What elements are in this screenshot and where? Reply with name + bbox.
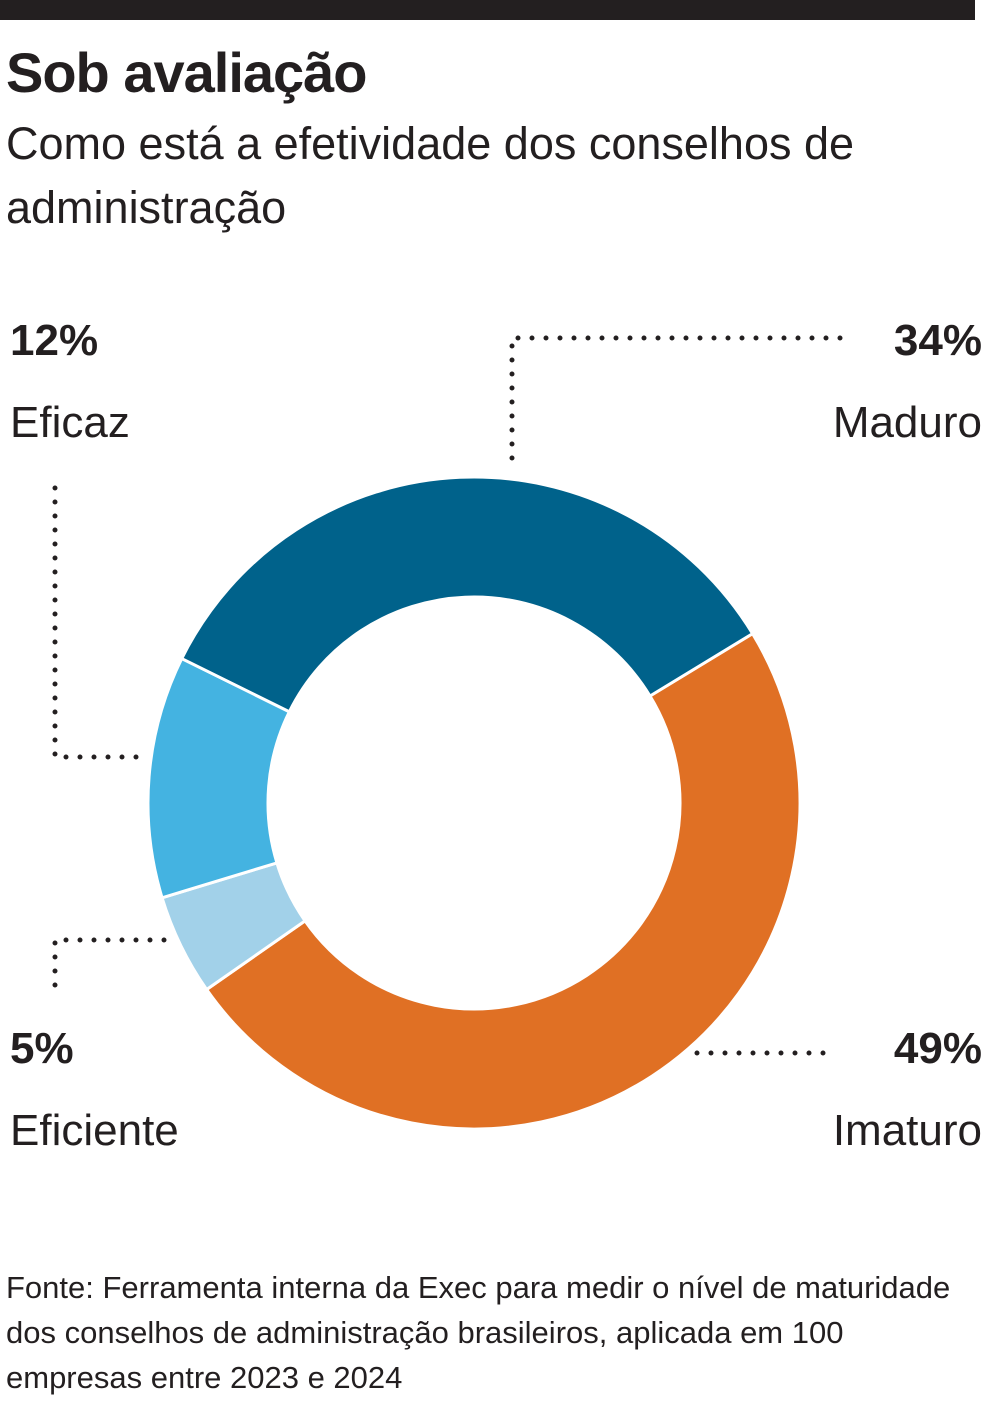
data-label-imaturo-name: Imaturo bbox=[832, 1106, 982, 1155]
data-label-maduro-value: 34% bbox=[893, 316, 982, 365]
chart-subtitle: Como está a efetividade dos conselhos de… bbox=[6, 118, 855, 233]
top-rule bbox=[0, 0, 975, 20]
leader-line-eficaz bbox=[52, 485, 145, 760]
data-label-eficaz-value: 12% bbox=[10, 316, 99, 365]
data-label-eficiente-value: 5% bbox=[10, 1024, 74, 1073]
data-label-maduro-name: Maduro bbox=[832, 398, 982, 447]
leader-line-eficiente bbox=[52, 937, 171, 988]
leader-line-maduro bbox=[509, 335, 855, 461]
data-label-eficaz-name: Eficaz bbox=[10, 398, 130, 447]
data-label-imaturo-value: 49% bbox=[893, 1024, 982, 1073]
chart-title: Sob avaliação bbox=[6, 41, 368, 104]
source-note: Fonte: Ferramenta interna da Exec para m… bbox=[6, 1270, 951, 1395]
donut-slice-imaturo bbox=[204, 631, 802, 1131]
donut-slice-maduro bbox=[179, 475, 755, 714]
data-label-eficiente-name: Eficiente bbox=[10, 1106, 179, 1155]
